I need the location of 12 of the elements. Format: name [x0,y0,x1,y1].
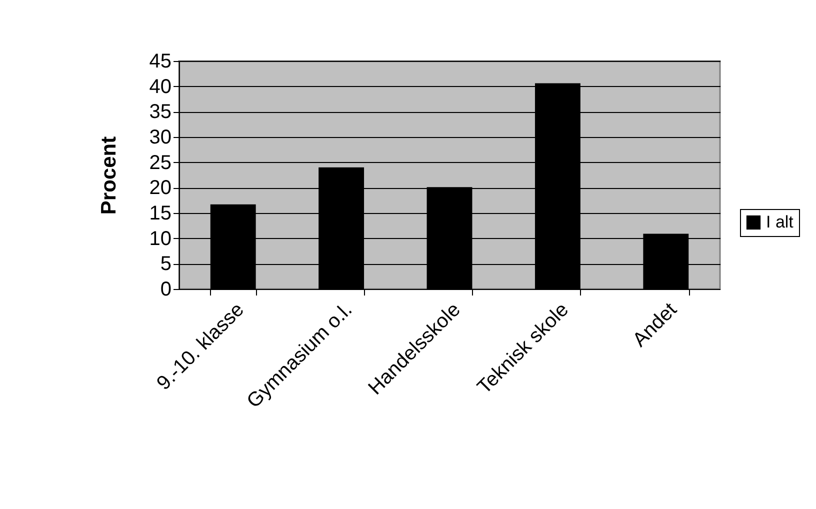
y-tick-label: 20 [149,177,172,200]
y-tick-label: 40 [149,76,172,98]
y-tick-label: 35 [149,101,172,124]
y-tick-label: 5 [160,253,172,276]
y-tick-label: 0 [160,278,172,300]
legend-label: I alt [766,212,794,232]
y-tick-label: 10 [149,228,172,250]
y-tick-label: 30 [149,126,172,148]
y-tick-label: 15 [149,202,172,224]
y-tick-label: 45 [149,50,172,72]
y-tick-label: 25 [149,152,172,174]
y-axis-title: Procent [97,136,120,215]
